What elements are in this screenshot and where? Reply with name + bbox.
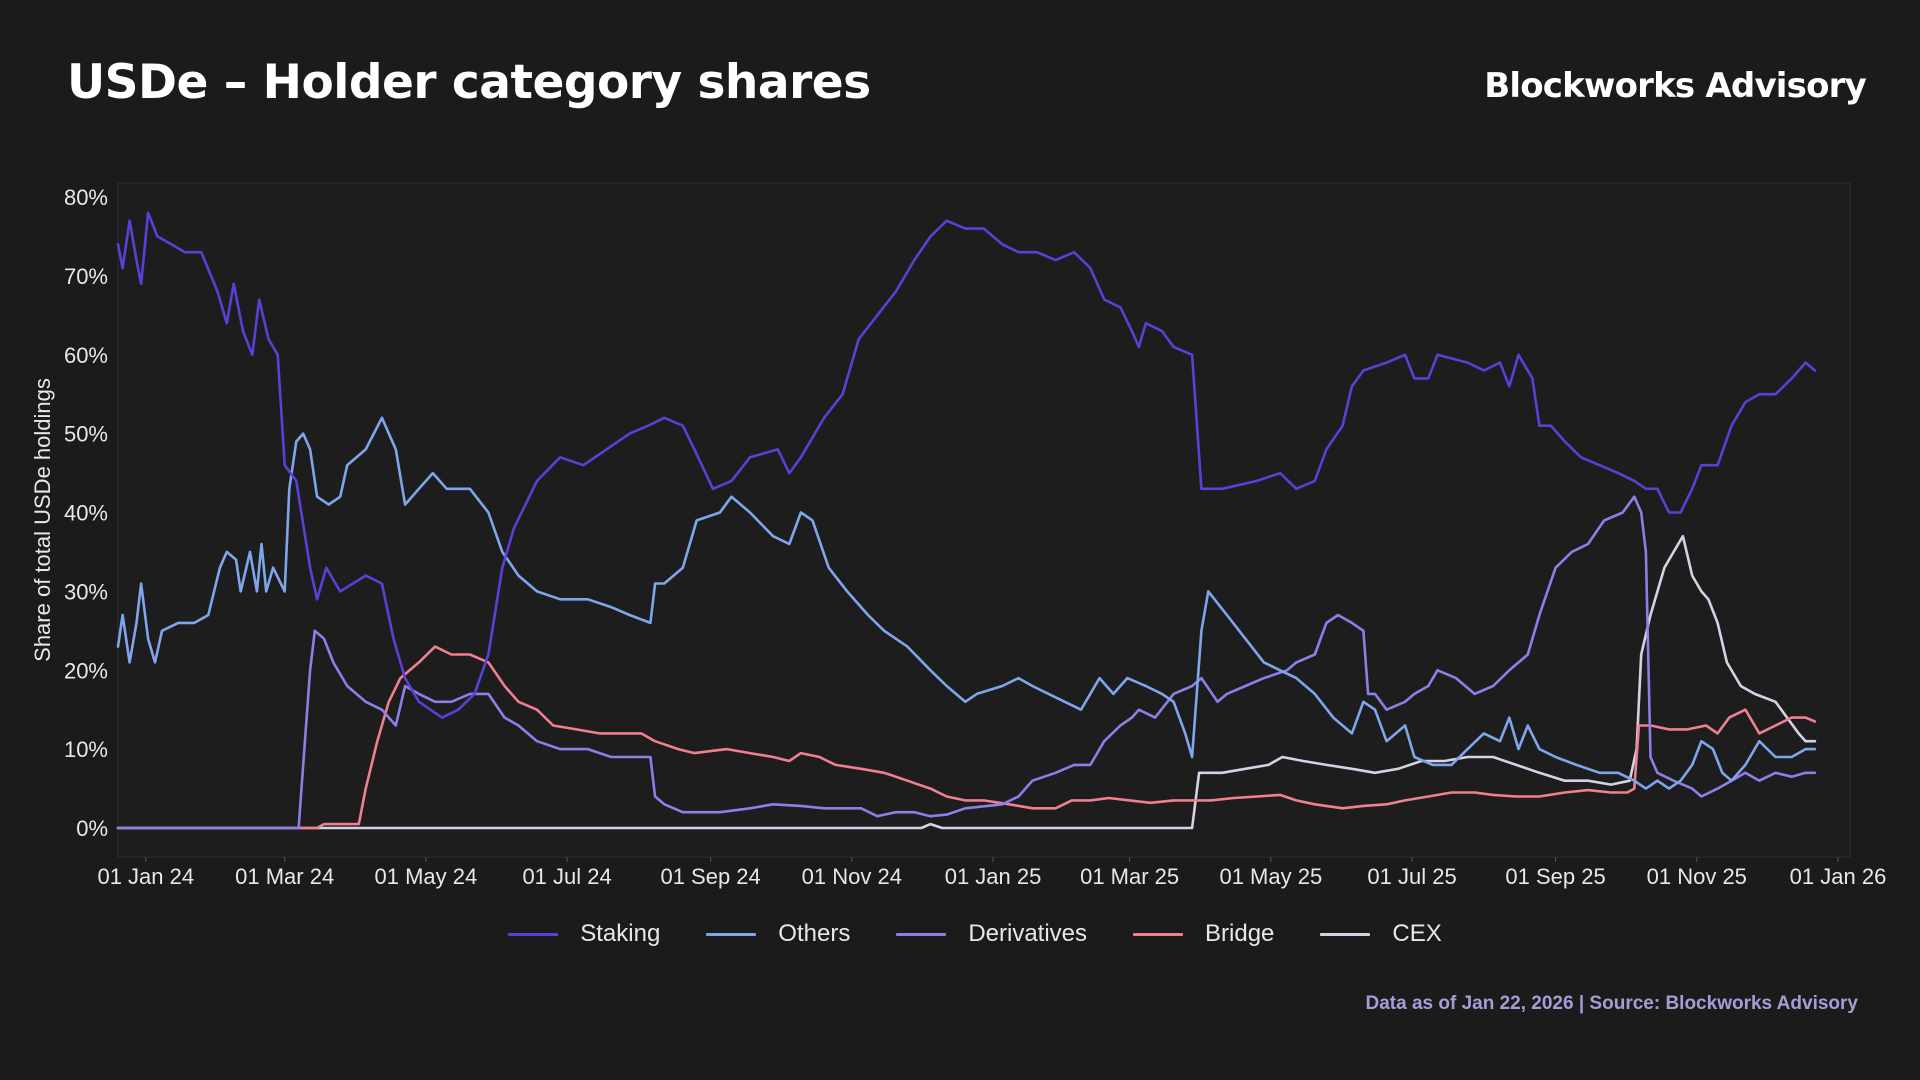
x-tick-label: 01 Jan 26 <box>1790 864 1887 889</box>
y-tick-label: 20% <box>64 658 108 683</box>
legend-label: Others <box>778 920 851 947</box>
y-tick-label: 60% <box>64 343 108 368</box>
x-tick-label: 01 May 25 <box>1219 864 1322 889</box>
legend-label: Staking <box>580 920 661 947</box>
y-tick-label: 0% <box>76 816 108 841</box>
y-tick-label: 70% <box>64 264 108 289</box>
legend-label: Derivatives <box>968 920 1088 947</box>
x-tick-label: 01 May 24 <box>375 864 478 889</box>
legend-swatch <box>1133 932 1184 936</box>
legend-swatch <box>1320 932 1371 936</box>
y-tick-label: 30% <box>64 579 108 604</box>
legend-swatch <box>706 932 757 936</box>
legend-swatch <box>508 932 559 936</box>
y-tick-label: 80% <box>64 185 108 210</box>
series-line-staking <box>116 211 1817 719</box>
x-tick-label: 01 Jan 25 <box>945 864 1042 889</box>
y-tick-label: 50% <box>64 422 108 447</box>
series-line-derivatives <box>116 495 1817 830</box>
x-tick-label: 01 Nov 25 <box>1647 864 1747 889</box>
y-axis-label: Share of total USDe holdings <box>30 378 55 662</box>
x-tick-label: 01 Mar 25 <box>1080 864 1179 889</box>
legend-label: CEX <box>1392 920 1442 947</box>
x-tick-label: 01 Sep 24 <box>660 864 760 889</box>
legend-item-staking: Staking <box>508 920 660 948</box>
x-tick-label: 01 Jan 24 <box>97 864 194 889</box>
x-tick-label: 01 Jul 24 <box>522 864 611 889</box>
x-tick-label: 01 Nov 24 <box>802 864 902 889</box>
series-line-others <box>116 416 1817 790</box>
source-note: Data as of Jan 22, 2026 | Source: Blockw… <box>1365 993 1859 1014</box>
y-tick-label: 40% <box>64 501 108 526</box>
legend-swatch <box>896 932 947 936</box>
x-tick-label: 01 Jul 25 <box>1367 864 1456 889</box>
chart-title: USDe – Holder category shares <box>67 55 871 110</box>
chart-legend: Staking Others Derivatives Bridge CEX <box>0 920 1920 948</box>
y-tick-label: 10% <box>64 737 108 762</box>
x-tick-label: 01 Sep 25 <box>1505 864 1605 889</box>
series-line-bridge <box>116 645 1817 830</box>
legend-item-others: Others <box>706 920 850 948</box>
legend-item-cex: CEX <box>1320 920 1442 948</box>
legend-item-bridge: Bridge <box>1133 920 1274 948</box>
series-line-cex <box>116 534 1817 830</box>
x-tick-label: 01 Mar 24 <box>235 864 334 889</box>
plot-area <box>117 182 1851 858</box>
brand-logo: Blockworks Advisory <box>1484 66 1867 106</box>
legend-item-derivatives: Derivatives <box>896 920 1087 948</box>
legend-label: Bridge <box>1205 920 1275 947</box>
